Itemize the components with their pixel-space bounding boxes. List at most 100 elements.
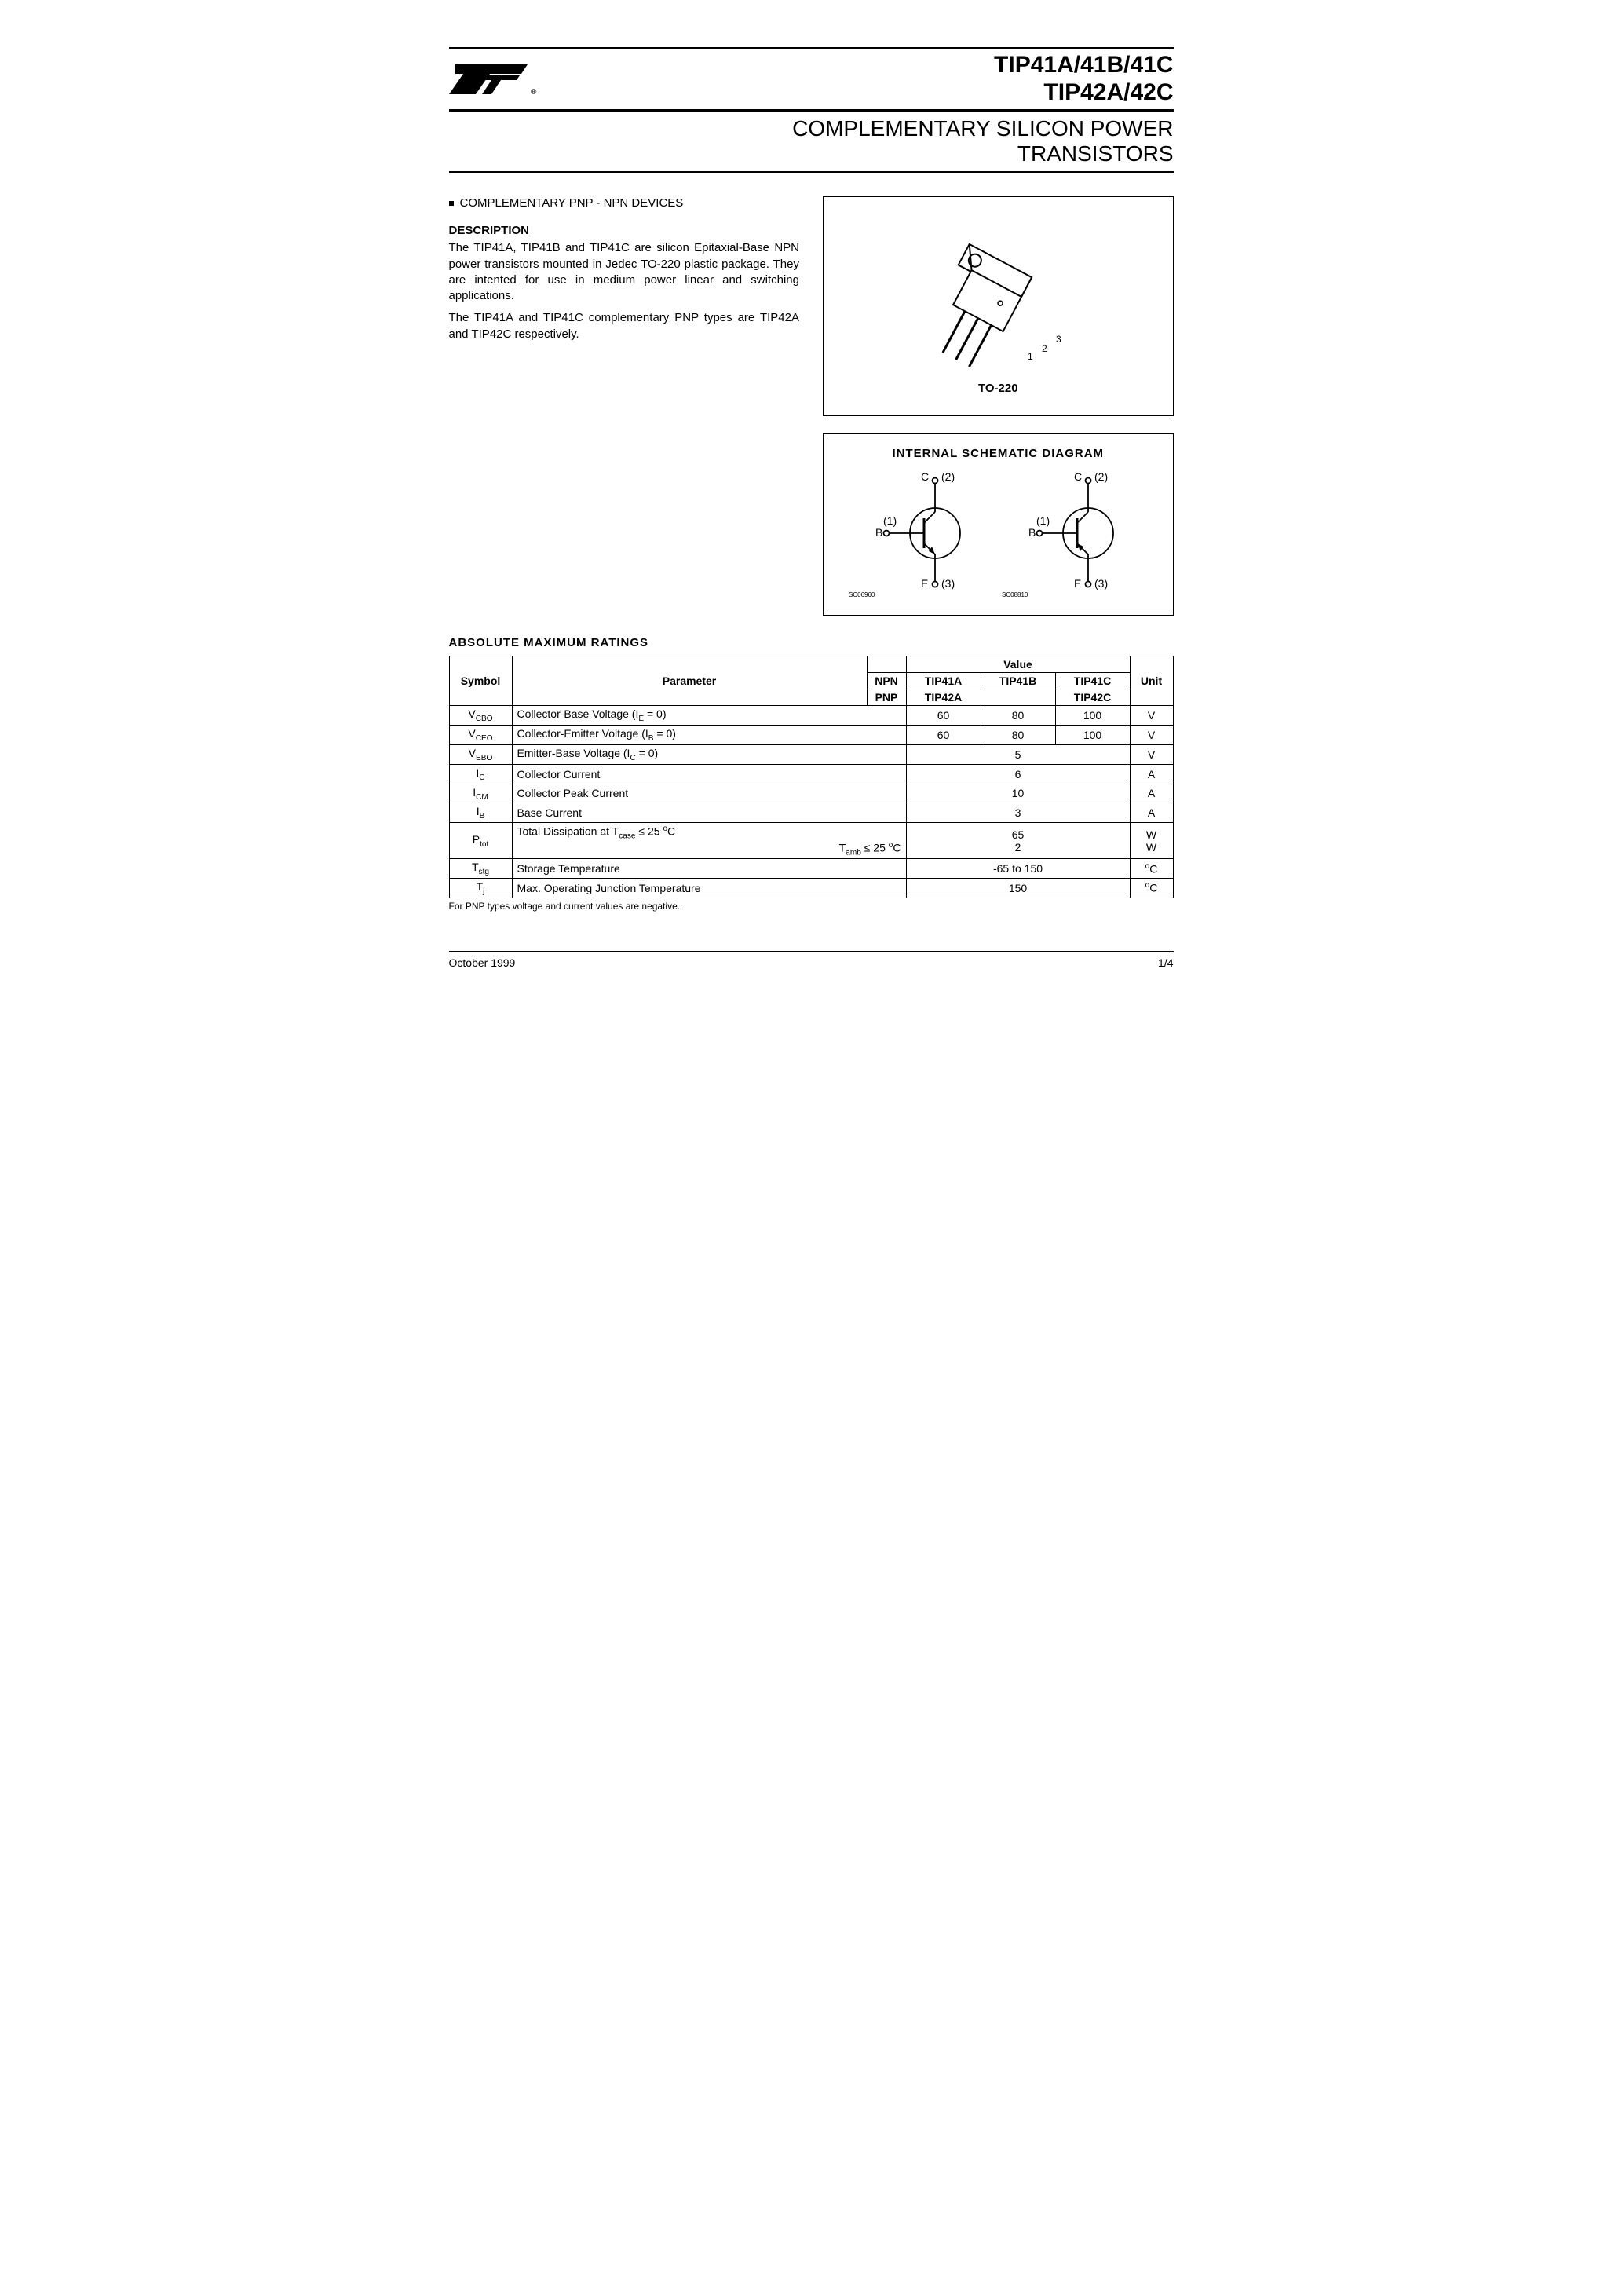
description-body: The TIP41A, TIP41B and TIP41C are silico… xyxy=(449,240,800,342)
npn-label: NPN xyxy=(867,673,906,689)
parameter-cell: Emitter-Base Voltage (IC = 0) xyxy=(512,744,906,764)
tj-unit: oC xyxy=(1130,878,1173,898)
ptot-unit: WW xyxy=(1130,823,1173,859)
description-p2: The TIP41A and TIP41C complementary PNP … xyxy=(449,310,800,342)
tip41b-header: TIP41B xyxy=(981,673,1055,689)
feature-bullet: COMPLEMENTARY PNP - NPN DEVICES xyxy=(449,196,800,210)
ptot-param: Total Dissipation at Tcase ≤ 25 oC Tamb … xyxy=(512,823,906,859)
ratings-body: VCBOCollector-Base Voltage (IE = 0)60801… xyxy=(449,706,1173,823)
package-label: TO-220 xyxy=(978,382,1018,395)
svg-text:(3): (3) xyxy=(941,577,955,590)
pin1-label: 1 xyxy=(1028,351,1033,362)
ratings-heading: ABSOLUTE MAXIMUM RATINGS xyxy=(449,636,1174,649)
table-row: ICMCollector Peak Current10A xyxy=(449,784,1173,803)
unit-cell: A xyxy=(1130,803,1173,823)
table-row: ICCollector Current6A xyxy=(449,764,1173,784)
value-cell: 5 xyxy=(906,744,1130,764)
tstg-row: Tstg Storage Temperature -65 to 150 oC xyxy=(449,859,1173,879)
left-column: COMPLEMENTARY PNP - NPN DEVICES DESCRIPT… xyxy=(449,196,800,616)
svg-text:B: B xyxy=(1028,526,1036,539)
schematic-drawing: C (2) B (1) E (3) S xyxy=(841,466,1155,600)
pin3-label: 3 xyxy=(1056,334,1061,345)
svg-text:(1): (1) xyxy=(1036,514,1050,527)
svg-text:(2): (2) xyxy=(941,470,955,483)
tj-row: Tj Max. Operating Junction Temperature 1… xyxy=(449,878,1173,898)
value-cell: 100 xyxy=(1055,706,1130,726)
tj-param: Max. Operating Junction Temperature xyxy=(512,878,906,898)
value-cell: 100 xyxy=(1055,726,1130,745)
bullet-square-icon xyxy=(449,201,454,206)
subtitle-line-2: TRANSISTORS xyxy=(449,141,1174,166)
part-line-2: TIP42A/42C xyxy=(994,79,1173,107)
symbol-cell: IB xyxy=(449,803,512,823)
svg-text:C: C xyxy=(1074,470,1082,483)
value-cell: 6 xyxy=(906,764,1130,784)
tip42c-header: TIP42C xyxy=(1055,689,1130,706)
ratings-table: Symbol Parameter Value Unit NPN TIP41A T… xyxy=(449,656,1174,898)
value-cell: 80 xyxy=(981,726,1055,745)
unit-cell: V xyxy=(1130,706,1173,726)
value-cell: 80 xyxy=(981,706,1055,726)
parameter-cell: Collector Peak Current xyxy=(512,784,906,803)
unit-cell: V xyxy=(1130,744,1173,764)
tip41c-header: TIP41C xyxy=(1055,673,1130,689)
col-parameter: Parameter xyxy=(512,656,867,706)
pnp-label: PNP xyxy=(867,689,906,706)
st-logo: ® xyxy=(449,55,543,103)
value-cell: 60 xyxy=(906,726,981,745)
schematic-figure: INTERNAL SCHEMATIC DIAGRAM C (2) B (1) xyxy=(823,433,1174,616)
description-heading: DESCRIPTION xyxy=(449,224,800,237)
parameter-cell: Collector-Base Voltage (IE = 0) xyxy=(512,706,906,726)
tj-value: 150 xyxy=(906,878,1130,898)
pnp-code: SC08810 xyxy=(1002,591,1028,598)
col-type-blank xyxy=(867,656,906,673)
col-unit: Unit xyxy=(1130,656,1173,706)
unit-cell: V xyxy=(1130,726,1173,745)
table-row: IBBase Current3A xyxy=(449,803,1173,823)
unit-cell: A xyxy=(1130,784,1173,803)
schematic-title: INTERNAL SCHEMATIC DIAGRAM xyxy=(836,447,1160,460)
ptot-row: Ptot Total Dissipation at Tcase ≤ 25 oC … xyxy=(449,823,1173,859)
svg-text:(1): (1) xyxy=(883,514,897,527)
right-column: 1 2 3 TO-220 INTERNAL SCHEMATIC DIAGRAM … xyxy=(823,196,1174,616)
symbol-cell: IC xyxy=(449,764,512,784)
subtitle-line-1: COMPLEMENTARY SILICON POWER xyxy=(449,116,1174,141)
tstg-symbol: Tstg xyxy=(449,859,512,879)
table-row: VCBOCollector-Base Voltage (IE = 0)60801… xyxy=(449,706,1173,726)
description-p1: The TIP41A, TIP41B and TIP41C are silico… xyxy=(449,240,800,304)
col-symbol: Symbol xyxy=(449,656,512,706)
tstg-value: -65 to 150 xyxy=(906,859,1130,879)
npn-code: SC06960 xyxy=(849,591,875,598)
document-subtitle: COMPLEMENTARY SILICON POWER TRANSISTORS xyxy=(449,112,1174,173)
package-figure: 1 2 3 TO-220 xyxy=(823,196,1174,416)
table-row: VCEOCollector-Emitter Voltage (IB = 0)60… xyxy=(449,726,1173,745)
footer-page: 1/4 xyxy=(1158,956,1173,969)
header-top-rule xyxy=(449,47,1174,49)
header-row: ® TIP41A/41B/41C TIP42A/42C xyxy=(449,52,1174,112)
page-footer: October 1999 1/4 xyxy=(449,951,1174,969)
col-value: Value xyxy=(906,656,1130,673)
symbol-cell: VEBO xyxy=(449,744,512,764)
svg-text:B: B xyxy=(875,526,882,539)
value-cell: 3 xyxy=(906,803,1130,823)
part-line-1: TIP41A/41B/41C xyxy=(994,52,1173,79)
svg-text:E: E xyxy=(1074,577,1081,590)
footer-date: October 1999 xyxy=(449,956,516,969)
unit-cell: A xyxy=(1130,764,1173,784)
tip42a-header: TIP42A xyxy=(906,689,981,706)
parameter-cell: Collector-Emitter Voltage (IB = 0) xyxy=(512,726,906,745)
tstg-unit: oC xyxy=(1130,859,1173,879)
tip42b-header xyxy=(981,689,1055,706)
svg-text:C: C xyxy=(921,470,929,483)
ratings-footnote: For PNP types voltage and current values… xyxy=(449,901,1174,912)
symbol-cell: ICM xyxy=(449,784,512,803)
tip41a-header: TIP41A xyxy=(906,673,981,689)
parameter-cell: Base Current xyxy=(512,803,906,823)
table-header-row: Symbol Parameter Value Unit xyxy=(449,656,1173,673)
bullet-text: COMPLEMENTARY PNP - NPN DEVICES xyxy=(460,196,684,210)
value-cell: 10 xyxy=(906,784,1130,803)
svg-text:(3): (3) xyxy=(1094,577,1108,590)
tj-symbol: Tj xyxy=(449,878,512,898)
symbol-cell: VCBO xyxy=(449,706,512,726)
parameter-cell: Collector Current xyxy=(512,764,906,784)
